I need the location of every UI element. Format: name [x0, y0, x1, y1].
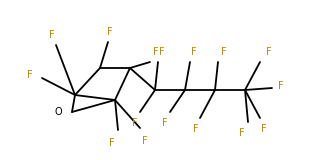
Text: F: F	[193, 124, 199, 134]
Text: F: F	[132, 118, 138, 128]
Text: F: F	[142, 136, 148, 146]
Text: O: O	[54, 107, 62, 117]
Text: F: F	[191, 47, 197, 57]
Text: F: F	[261, 124, 267, 134]
Text: F: F	[109, 138, 115, 148]
Text: F: F	[159, 47, 165, 57]
Text: F: F	[107, 27, 113, 37]
Text: F: F	[266, 47, 272, 57]
Text: F: F	[278, 81, 284, 91]
Text: F: F	[153, 47, 159, 57]
Text: F: F	[162, 118, 168, 128]
Text: F: F	[239, 128, 245, 138]
Text: F: F	[49, 30, 55, 40]
Text: F: F	[27, 70, 33, 80]
Text: F: F	[221, 47, 227, 57]
